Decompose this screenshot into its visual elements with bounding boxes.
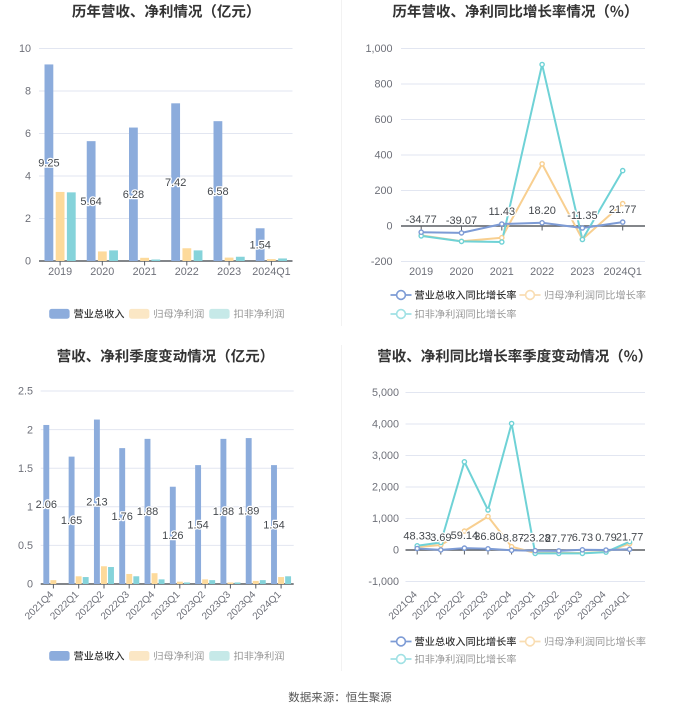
svg-text:800: 800 xyxy=(374,79,392,91)
svg-text:600: 600 xyxy=(374,114,392,126)
svg-text:1: 1 xyxy=(27,502,33,514)
svg-text:3.69: 3.69 xyxy=(430,532,451,544)
svg-text:36.80: 36.80 xyxy=(474,531,502,543)
svg-text:1.54: 1.54 xyxy=(249,239,270,251)
svg-text:21.77: 21.77 xyxy=(616,531,644,543)
svg-text:2021: 2021 xyxy=(133,266,157,278)
svg-text:0: 0 xyxy=(27,579,33,591)
svg-text:2: 2 xyxy=(25,213,31,225)
svg-text:2.13: 2.13 xyxy=(86,497,107,509)
svg-text:1.76: 1.76 xyxy=(111,511,132,523)
svg-text:1,000: 1,000 xyxy=(372,513,399,525)
svg-text:18.20: 18.20 xyxy=(528,205,556,217)
svg-text:2,000: 2,000 xyxy=(372,482,399,494)
svg-text:21.77: 21.77 xyxy=(609,204,637,216)
svg-text:0.79: 0.79 xyxy=(595,532,616,544)
svg-text:1.54: 1.54 xyxy=(263,519,284,531)
svg-text:59.14: 59.14 xyxy=(451,530,479,542)
svg-text:0: 0 xyxy=(386,221,392,233)
svg-text:7.42: 7.42 xyxy=(165,177,186,189)
svg-text:4,000: 4,000 xyxy=(372,419,399,431)
svg-text:6: 6 xyxy=(25,128,31,140)
svg-text:11.43: 11.43 xyxy=(488,206,515,218)
svg-text:8: 8 xyxy=(25,86,31,98)
svg-text:1.65: 1.65 xyxy=(61,515,82,527)
svg-text:27.77: 27.77 xyxy=(545,533,573,545)
svg-text:1.26: 1.26 xyxy=(162,530,183,542)
svg-text:5,000: 5,000 xyxy=(372,387,399,399)
svg-text:0: 0 xyxy=(25,256,31,268)
svg-text:1.5: 1.5 xyxy=(18,463,33,475)
svg-text:3,000: 3,000 xyxy=(372,450,399,462)
svg-text:2022: 2022 xyxy=(530,266,554,278)
svg-text:1,000: 1,000 xyxy=(365,43,392,55)
svg-text:2021: 2021 xyxy=(490,266,514,278)
svg-text:6.28: 6.28 xyxy=(123,189,144,201)
svg-text:200: 200 xyxy=(374,185,392,197)
svg-text:1.54: 1.54 xyxy=(187,519,208,531)
svg-text:2024Q1: 2024Q1 xyxy=(251,589,284,622)
svg-text:6.58: 6.58 xyxy=(207,186,228,198)
svg-text:-8.87: -8.87 xyxy=(499,532,524,544)
svg-text:2022: 2022 xyxy=(175,266,199,278)
svg-text:27.77: 27.77 xyxy=(545,533,573,545)
svg-text:1.88: 1.88 xyxy=(213,506,234,518)
svg-text:5.64: 5.64 xyxy=(80,196,101,208)
svg-text:2023: 2023 xyxy=(570,266,594,278)
svg-text:2.5: 2.5 xyxy=(18,386,33,398)
svg-text:2019: 2019 xyxy=(48,266,72,278)
svg-text:-23.28: -23.28 xyxy=(520,533,551,545)
svg-text:0.79: 0.79 xyxy=(595,532,616,544)
svg-text:0: 0 xyxy=(393,545,399,557)
svg-text:6.73: 6.73 xyxy=(572,532,593,544)
svg-text:2024Q1: 2024Q1 xyxy=(603,266,641,278)
svg-text:1.89: 1.89 xyxy=(238,506,259,518)
svg-text:2.06: 2.06 xyxy=(36,499,57,511)
svg-text:2020: 2020 xyxy=(90,266,114,278)
svg-text:-23.28: -23.28 xyxy=(520,533,551,545)
svg-text:-34.77: -34.77 xyxy=(406,214,437,226)
svg-text:-200: -200 xyxy=(371,256,393,268)
svg-text:9.25: 9.25 xyxy=(38,157,59,169)
svg-text:2: 2 xyxy=(27,424,33,436)
svg-text:2023: 2023 xyxy=(217,266,241,278)
svg-text:2019: 2019 xyxy=(409,266,433,278)
svg-text:10: 10 xyxy=(19,43,31,55)
svg-text:59.14: 59.14 xyxy=(451,530,479,542)
svg-text:2020: 2020 xyxy=(449,266,473,278)
svg-text:-39.07: -39.07 xyxy=(446,215,477,227)
svg-text:48.33: 48.33 xyxy=(403,531,431,543)
svg-text:1.88: 1.88 xyxy=(137,506,158,518)
svg-text:4: 4 xyxy=(25,171,31,183)
svg-text:21.77: 21.77 xyxy=(616,531,644,543)
svg-text:6.73: 6.73 xyxy=(572,532,593,544)
svg-text:3.69: 3.69 xyxy=(430,532,451,544)
svg-text:0.5: 0.5 xyxy=(18,540,33,552)
svg-text:-1,000: -1,000 xyxy=(368,576,399,588)
svg-text:2024Q1: 2024Q1 xyxy=(252,266,290,278)
svg-text:36.80: 36.80 xyxy=(474,531,502,543)
svg-text:400: 400 xyxy=(374,150,392,162)
svg-text:-11.35: -11.35 xyxy=(567,210,597,222)
svg-text:-8.87: -8.87 xyxy=(499,532,524,544)
svg-text:48.33: 48.33 xyxy=(403,531,431,543)
